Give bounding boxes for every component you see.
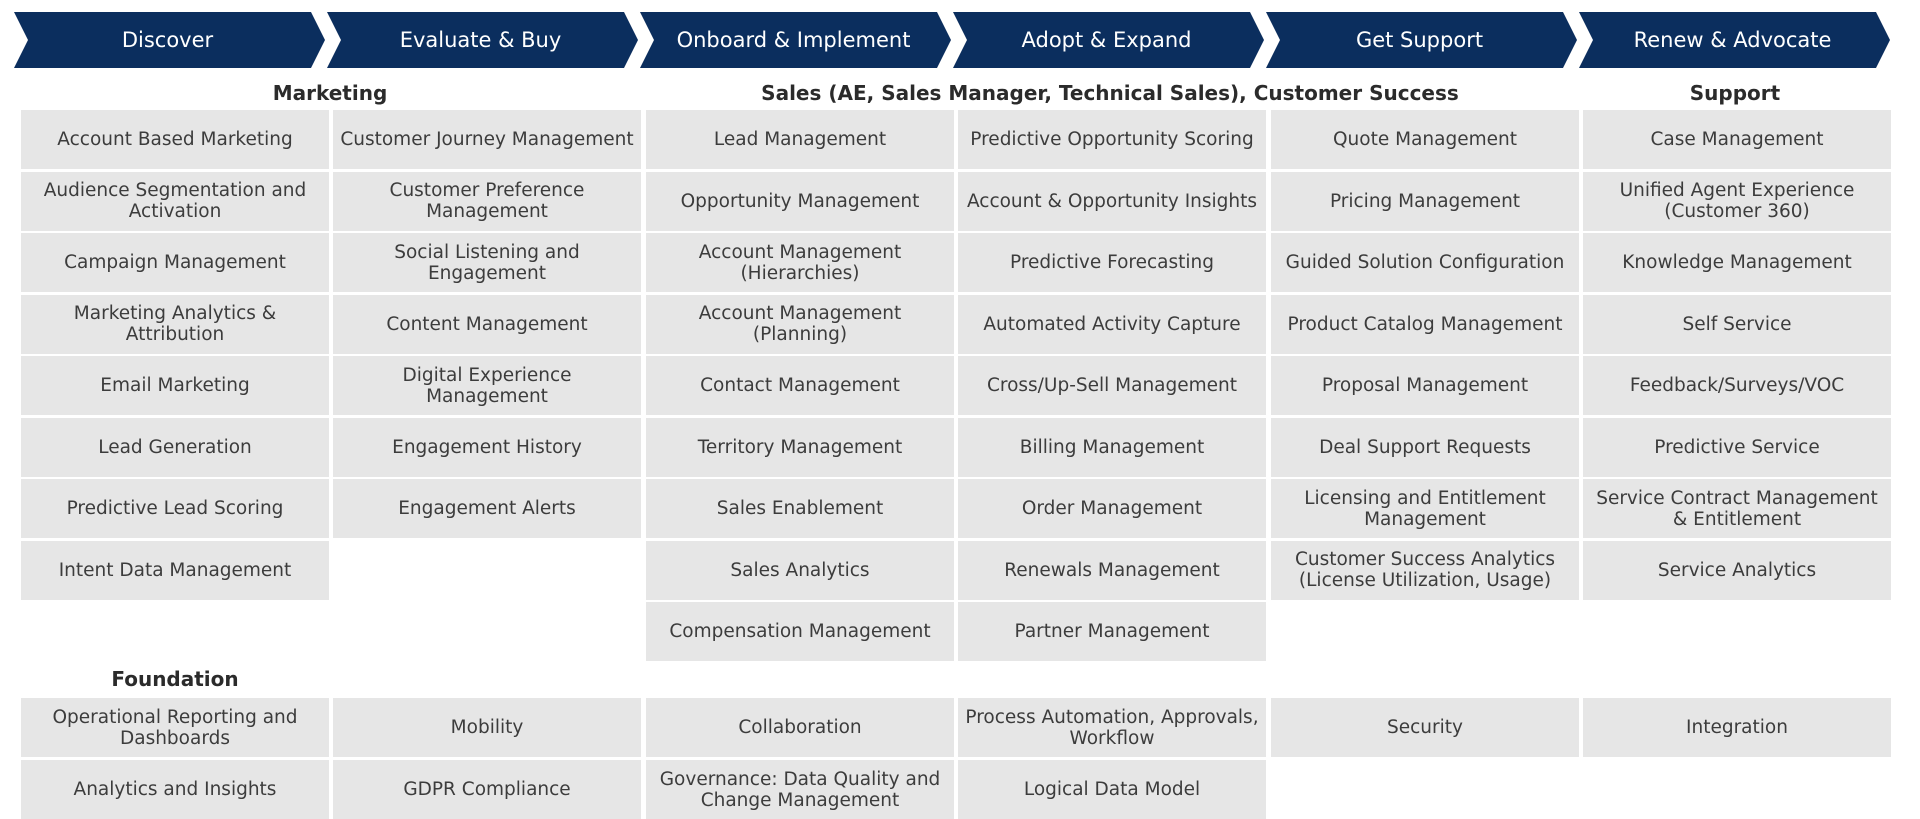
capability-cell: Account Management (Hierarchies) xyxy=(646,233,954,292)
foundation-cell: Collaboration xyxy=(646,698,954,757)
capability-cell: Product Catalog Management xyxy=(1271,294,1579,354)
stage-label: Get Support xyxy=(1356,28,1483,52)
foundation-cell: Governance: Data Quality and Change Mana… xyxy=(646,760,954,819)
group-title-sales-customer-success: Sales (AE, Sales Manager, Technical Sale… xyxy=(761,81,1459,105)
capability-cell: Customer Success Analytics (License Util… xyxy=(1271,540,1579,600)
capability-cell: Partner Management xyxy=(958,602,1266,661)
group-title-marketing: Marketing xyxy=(272,81,388,105)
stage-chevron xyxy=(14,12,325,68)
stage-chevron xyxy=(327,12,638,68)
foundation-cell: Logical Data Model xyxy=(958,760,1266,819)
stage-label: Discover xyxy=(122,28,214,52)
capability-cell: Marketing Analytics & Attribution xyxy=(21,294,329,354)
capability-cell: Social Listening and Engagement xyxy=(333,233,641,292)
capability-cell: Lead Management xyxy=(646,110,954,169)
capability-cell: Engagement Alerts xyxy=(333,479,641,538)
foundation-cell: Mobility xyxy=(333,698,641,757)
foundation-cell: GDPR Compliance xyxy=(333,760,641,819)
capability-cell: Lead Generation xyxy=(21,417,329,477)
capability-cell: Account & Opportunity Insights xyxy=(958,171,1266,231)
capability-cell: Territory Management xyxy=(646,417,954,477)
group-title-support: Support xyxy=(1689,81,1781,105)
journey-stage-bar: Discover Evaluate & Buy Onboard & Implemen… xyxy=(14,12,1890,68)
capability-cell: Proposal Management xyxy=(1271,356,1579,415)
capability-cell: Renewals Management xyxy=(958,540,1266,600)
capability-cell: Self Service xyxy=(1583,294,1891,354)
stage-label: Renew & Advocate xyxy=(1634,28,1832,52)
capability-cell: Order Management xyxy=(958,479,1266,538)
capability-cell: Content Management xyxy=(333,294,641,354)
capability-cell: Predictive Forecasting xyxy=(958,233,1266,292)
capability-cell: Digital Experience Management xyxy=(333,356,641,415)
capability-cell: Guided Solution Configuration xyxy=(1271,233,1579,292)
stage-label: Onboard & Implement xyxy=(677,28,911,52)
foundation-cell: Process Automation, Approvals, Workflow xyxy=(958,698,1266,757)
stage-label: Adopt & Expand xyxy=(1022,28,1192,52)
stage-label: Evaluate & Buy xyxy=(400,28,562,52)
capability-cell: Pricing Management xyxy=(1271,171,1579,231)
capability-cell: Customer Preference Management xyxy=(333,171,641,231)
group-title-foundation: Foundation xyxy=(111,667,239,691)
foundation-cell: Security xyxy=(1271,698,1579,757)
capability-cell: Campaign Management xyxy=(21,233,329,292)
foundation-cell: Integration xyxy=(1583,698,1891,757)
capability-cell: Knowledge Management xyxy=(1583,233,1891,292)
capability-cell: Sales Analytics xyxy=(646,540,954,600)
capability-cell: Email Marketing xyxy=(21,356,329,415)
capability-cell: Licensing and Entitlement Management xyxy=(1271,479,1579,538)
capability-cell: Quote Management xyxy=(1271,110,1579,169)
capability-cell: Feedback/Surveys/VOC xyxy=(1583,356,1891,415)
stage-chevron xyxy=(953,12,1264,68)
capability-cell: Contact Management xyxy=(646,356,954,415)
capability-cell: Case Management xyxy=(1583,110,1891,169)
stage-chevron xyxy=(1266,12,1577,68)
capability-cell: Cross/Up-Sell Management xyxy=(958,356,1266,415)
capability-cell: Automated Activity Capture xyxy=(958,294,1266,354)
capability-cell: Predictive Opportunity Scoring xyxy=(958,110,1266,169)
foundation-cell: Analytics and Insights xyxy=(21,760,329,819)
capability-cell: Unified Agent Experience (Customer 360) xyxy=(1583,171,1891,231)
capability-cell: Customer Journey Management xyxy=(333,110,641,169)
capability-cell: Predictive Lead Scoring xyxy=(21,479,329,538)
capability-cell: Predictive Service xyxy=(1583,417,1891,477)
foundation-cell: Operational Reporting and Dashboards xyxy=(21,698,329,757)
capability-cell: Account Management (Planning) xyxy=(646,294,954,354)
capability-cell: Compensation Management xyxy=(646,602,954,661)
stage-chevron xyxy=(640,12,951,68)
capability-cell: Account Based Marketing xyxy=(21,110,329,169)
capability-cell: Service Contract Management & Entitlemen… xyxy=(1583,479,1891,538)
capability-cell: Deal Support Requests xyxy=(1271,417,1579,477)
stage-chevron xyxy=(1579,12,1890,68)
capability-cell: Opportunity Management xyxy=(646,171,954,231)
capability-cell: Audience Segmentation and Activation xyxy=(21,171,329,231)
capability-cell: Service Analytics xyxy=(1583,540,1891,600)
capability-cell: Engagement History xyxy=(333,417,641,477)
capability-cell: Sales Enablement xyxy=(646,479,954,538)
capability-cell: Intent Data Management xyxy=(21,540,329,600)
capability-cell: Billing Management xyxy=(958,417,1266,477)
